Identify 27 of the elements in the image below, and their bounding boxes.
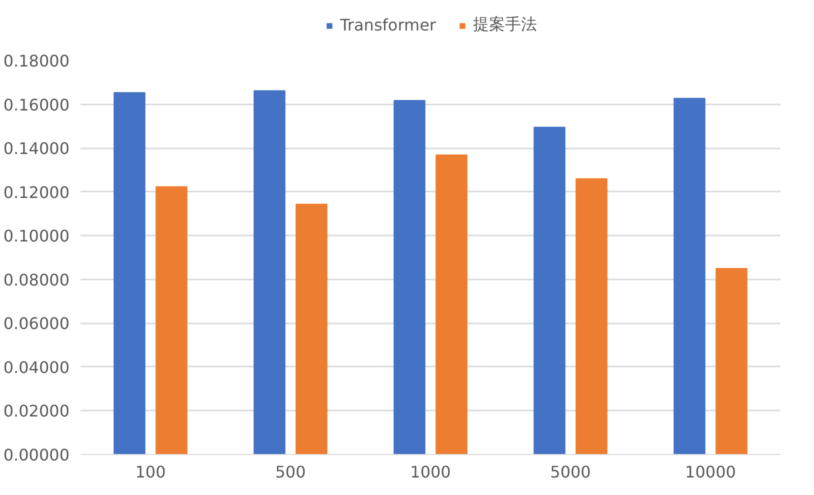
y-tick-label: 0.12000 bbox=[3, 182, 70, 202]
x-tick-label: 1000 bbox=[410, 462, 451, 482]
bar bbox=[716, 268, 748, 454]
legend-label: 提案手法 bbox=[473, 14, 538, 36]
bar bbox=[296, 204, 328, 454]
bar bbox=[576, 178, 608, 454]
y-tick-label: 0.18000 bbox=[3, 52, 70, 70]
y-tick-label: 0.04000 bbox=[3, 358, 70, 377]
bar bbox=[674, 98, 706, 454]
x-tick-label: 5000 bbox=[550, 462, 591, 482]
y-tick-label: 0.16000 bbox=[3, 95, 70, 114]
x-tick-label: 500 bbox=[275, 462, 306, 482]
bar bbox=[156, 186, 188, 454]
bar bbox=[114, 92, 146, 454]
legend-label: Transformer bbox=[340, 16, 436, 34]
y-tick-label: 0.10000 bbox=[3, 226, 70, 246]
y-tick-label: 0.14000 bbox=[3, 139, 70, 158]
y-tick-label: 0.06000 bbox=[3, 314, 70, 334]
bar bbox=[436, 154, 468, 454]
y-tick-label: 0.08000 bbox=[3, 270, 70, 290]
y-tick-label: 0.00000 bbox=[3, 446, 70, 464]
bar bbox=[534, 126, 566, 454]
bar bbox=[394, 100, 426, 454]
y-tick-label: 0.02000 bbox=[3, 402, 70, 421]
x-tick-label: 10000 bbox=[685, 462, 736, 482]
x-tick-label: 100 bbox=[135, 462, 166, 482]
bar bbox=[254, 90, 286, 454]
